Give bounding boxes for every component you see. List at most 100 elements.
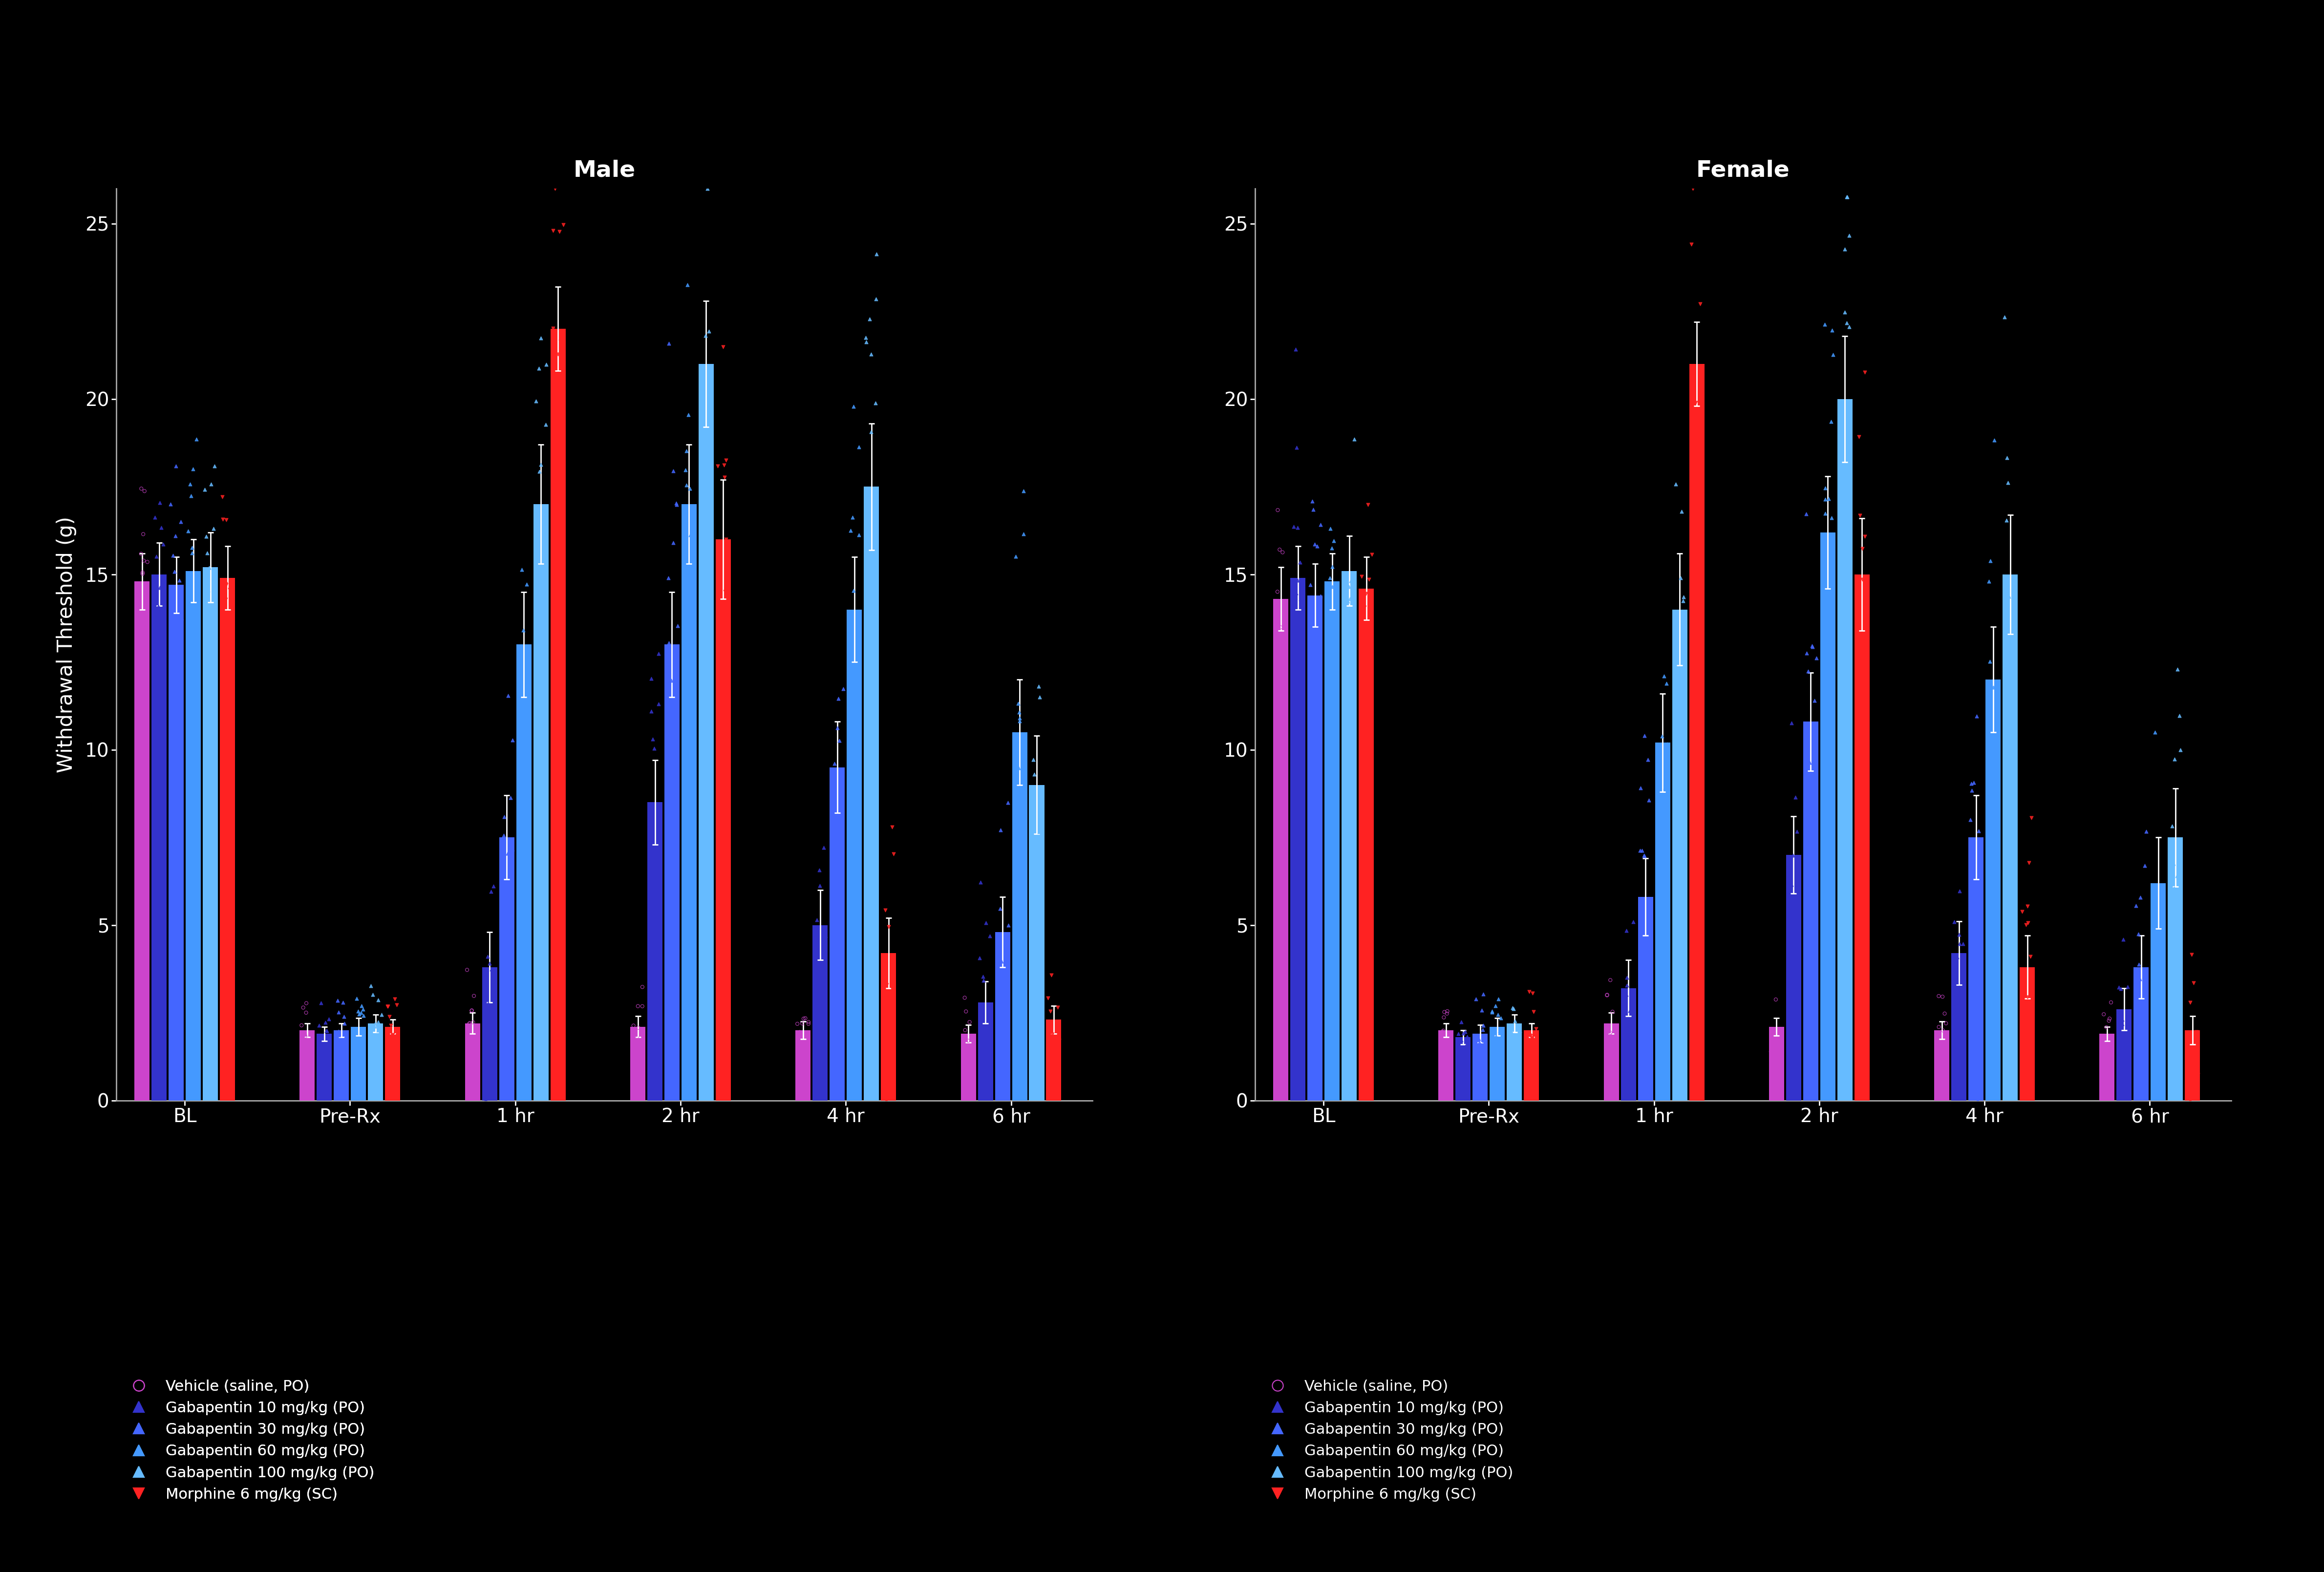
Point [1425, 1020, 1462, 1045]
Bar [1985, 679, 2001, 1100]
Point [1501, 1019, 1538, 1044]
Point [623, 994, 660, 1019]
Point [1622, 838, 1659, 863]
Point [541, 329, 579, 354]
Point [486, 822, 523, 847]
Point [2101, 975, 2138, 1000]
Point [528, 596, 565, 621]
Point [123, 476, 160, 501]
Point [1945, 931, 1982, 956]
Bar [1803, 722, 1817, 1100]
Point [1013, 827, 1050, 852]
Point [379, 1023, 416, 1049]
Point [1343, 602, 1380, 627]
Point [2082, 1042, 2119, 1067]
Point [700, 601, 737, 626]
Point [2143, 1082, 2180, 1107]
Point [781, 1041, 818, 1066]
Point [2122, 967, 2159, 992]
Point [2126, 819, 2164, 844]
Point [1773, 872, 1810, 898]
Point [521, 459, 558, 484]
Point [1996, 671, 2034, 696]
Point [1845, 739, 1882, 764]
Point [674, 615, 711, 640]
Point [486, 855, 523, 880]
Point [151, 492, 188, 517]
Point [1975, 428, 2013, 453]
Point [632, 802, 669, 827]
Point [1032, 962, 1069, 987]
Point [1662, 665, 1699, 690]
Bar [465, 1023, 481, 1100]
Bar [881, 953, 897, 1100]
Point [521, 355, 558, 380]
Point [142, 514, 179, 539]
Point [839, 612, 876, 637]
Point [125, 522, 163, 547]
Bar [681, 505, 697, 1100]
Point [1311, 681, 1348, 706]
Point [667, 473, 704, 498]
Bar [960, 1034, 976, 1100]
Point [1483, 1053, 1520, 1078]
Point [1448, 1027, 1485, 1052]
Point [1278, 516, 1315, 541]
Point [1959, 1088, 1996, 1113]
Point [1608, 982, 1645, 1008]
Point [360, 987, 397, 1012]
Point [869, 971, 906, 997]
Point [1622, 775, 1659, 800]
Point [1827, 300, 1864, 325]
Point [858, 390, 895, 415]
Point [344, 994, 381, 1019]
Point [971, 1016, 1009, 1041]
Point [616, 1012, 653, 1038]
Point [360, 1009, 397, 1034]
Bar [1604, 1023, 1620, 1100]
Point [135, 602, 172, 627]
Point [1664, 588, 1701, 613]
Bar [151, 574, 167, 1100]
Point [1032, 1071, 1069, 1096]
Point [1311, 516, 1348, 541]
Point [1480, 1019, 1518, 1044]
Point [353, 982, 390, 1008]
Point [1952, 808, 1989, 833]
Point [1980, 753, 2017, 778]
Point [1278, 567, 1315, 593]
Point [1446, 1019, 1483, 1044]
Point [1267, 599, 1304, 624]
Point [172, 567, 209, 593]
Point [1673, 176, 1710, 201]
Point [123, 560, 160, 585]
Bar [648, 802, 662, 1100]
Point [1806, 501, 1843, 527]
Point [1278, 435, 1315, 461]
Point [1831, 314, 1868, 340]
Point [1006, 810, 1043, 835]
Point [2085, 1034, 2122, 1060]
Point [469, 990, 507, 1016]
Point [804, 835, 841, 860]
Bar [700, 365, 713, 1100]
Bar [351, 1027, 367, 1100]
Point [1257, 596, 1294, 621]
Point [651, 630, 688, 656]
Point [1831, 223, 1868, 248]
Point [1499, 1022, 1536, 1047]
Point [1332, 586, 1369, 612]
Point [874, 841, 911, 866]
Point [981, 896, 1018, 921]
Bar [1952, 953, 1966, 1100]
Point [1813, 505, 1850, 530]
Point [990, 971, 1027, 997]
Point [1987, 508, 2024, 533]
Point [177, 623, 214, 648]
Bar [135, 582, 149, 1100]
Point [967, 910, 1004, 935]
Point [1827, 542, 1864, 567]
Point [816, 751, 853, 777]
Point [158, 615, 195, 640]
Point [869, 913, 906, 938]
